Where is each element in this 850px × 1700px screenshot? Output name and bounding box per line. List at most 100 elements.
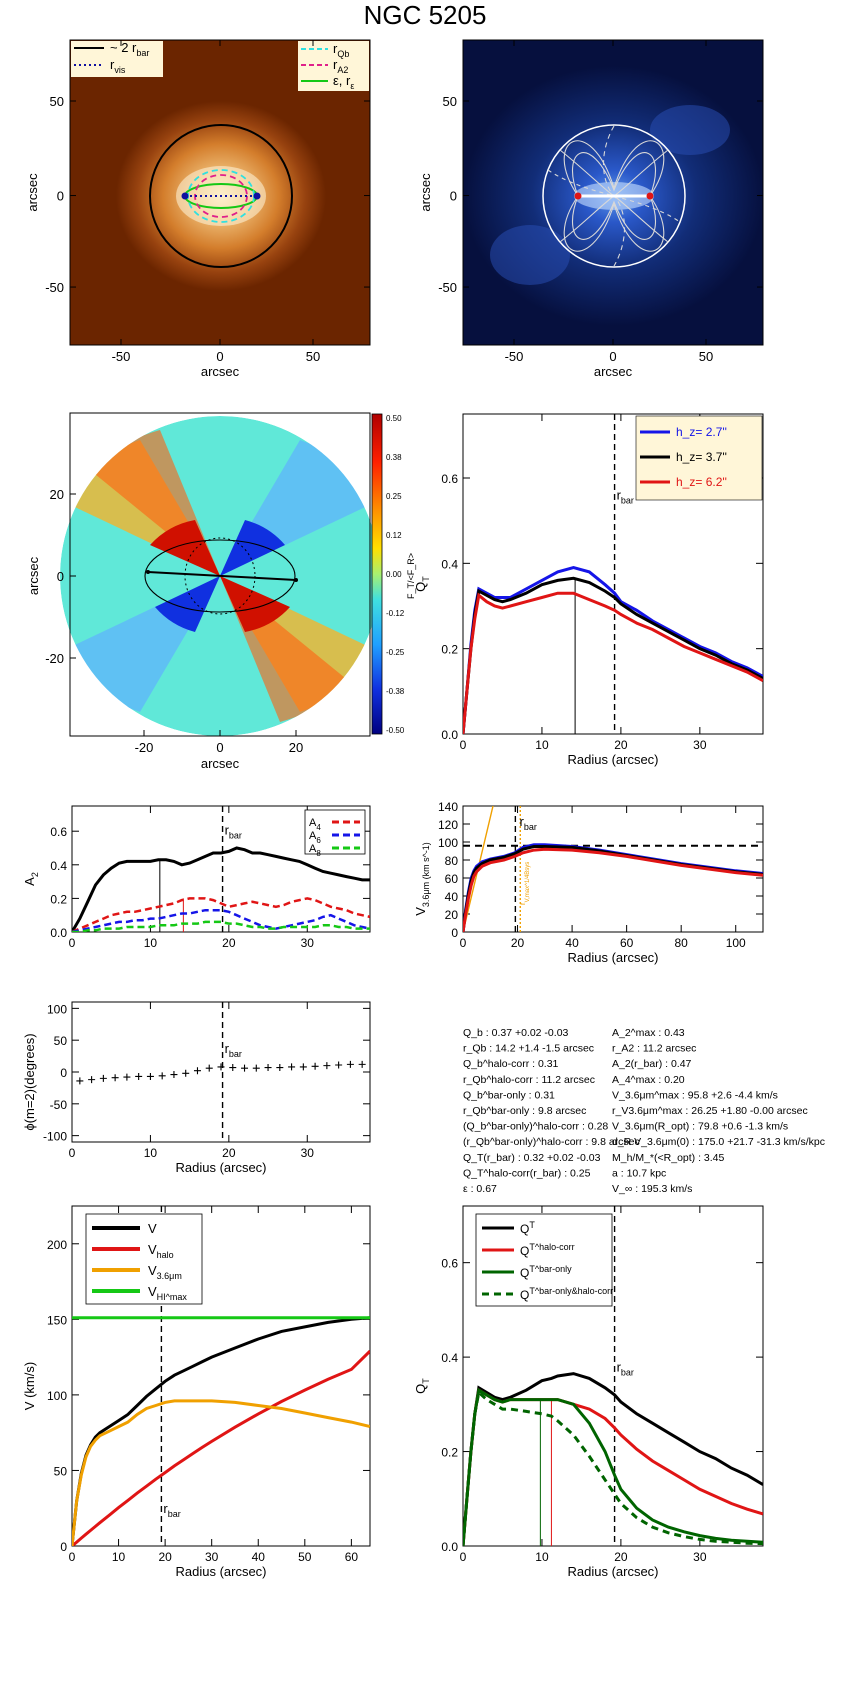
x-tick-label: 20 — [222, 1146, 236, 1160]
series-v-3-6-m — [72, 1399, 370, 1546]
x-tick-label: 50 — [306, 349, 320, 364]
legend-label: ~ 2 rbar — [110, 40, 149, 58]
bulge-circle — [184, 537, 256, 615]
y-tick-label: 0.0 — [50, 926, 67, 940]
y-tick-label: 140 — [438, 800, 458, 814]
x-tick-label: 10 — [144, 1146, 158, 1160]
y-tick-label: 0.2 — [441, 1446, 458, 1460]
y-tick-label: -20 — [45, 651, 64, 666]
y-tick-label: 200 — [47, 1238, 67, 1252]
plot-frame — [71, 1001, 371, 1143]
y-tick-label: 0 — [57, 569, 64, 584]
plot-area — [76, 1002, 366, 1142]
two-rbar-circle — [542, 124, 686, 268]
y-tick-label: 0 — [57, 189, 64, 204]
data-point — [358, 1060, 366, 1068]
x-axis-label: arcsec — [594, 364, 633, 379]
x-tick-label: 40 — [565, 936, 579, 950]
x-tick-label: 0 — [69, 1550, 76, 1564]
map-peak-nw — [150, 520, 220, 576]
y-tick-label: -50 — [50, 1098, 68, 1112]
plot-frame — [71, 1205, 371, 1547]
stat-line: Q_T(r_bar) : 0.32 +0.02 -0.03 — [463, 1152, 601, 1164]
x-tick-label: 0 — [69, 936, 76, 950]
legend-label: QT^halo-corr — [520, 1242, 575, 1258]
y-tick-label: 50 — [54, 1034, 68, 1048]
plot-frame — [462, 1205, 764, 1547]
x-tick-label: 30 — [693, 738, 707, 752]
y-tick-label: 60 — [445, 872, 459, 886]
y-tick-label: 0.4 — [50, 859, 67, 873]
figure-title: NGC 5205 — [364, 0, 487, 30]
y-axis-label: ϕ(m=2)(degrees) — [22, 1033, 37, 1130]
map-trough-ne — [220, 520, 285, 576]
stat-line: Q_b : 0.37 +0.02 -0.03 — [463, 1027, 569, 1039]
data-point — [323, 1062, 331, 1070]
stat-line: d_R V_3.6μm(0) : 175.0 +21.7 -31.3 km/s/… — [612, 1136, 825, 1148]
map-trough-sw — [155, 576, 220, 632]
y-axis-label: V (km/s) — [22, 1362, 37, 1410]
x-tick-label: 50 — [298, 1550, 312, 1564]
bar-end-right-marker — [646, 192, 654, 200]
data-point — [193, 1067, 201, 1075]
x-axis-label: arcsec — [201, 756, 240, 771]
stat-line: a : 10.7 kpc — [612, 1167, 666, 1179]
y-tick-label: 20 — [50, 487, 64, 502]
colorbar-label: F_T/<F_R> — [406, 553, 416, 599]
contour — [571, 152, 657, 197]
series-q-t-bar-only-halo-corr — [463, 1389, 763, 1546]
y-tick-label: 0.4 — [441, 1351, 458, 1365]
colorbar-tick-label: -0.12 — [386, 609, 405, 618]
y-tick-label: 0.4 — [441, 557, 458, 571]
x-tick-label: 80 — [675, 936, 689, 950]
y-tick-label: 0 — [60, 1540, 67, 1554]
data-point — [276, 1064, 284, 1072]
data-point — [111, 1074, 119, 1082]
data-point — [205, 1064, 213, 1072]
data-point — [88, 1076, 96, 1084]
y-tick-label: 0.6 — [50, 825, 67, 839]
y-tick-label: 0.2 — [441, 643, 458, 657]
galaxy-arm-left — [490, 225, 570, 285]
data-point — [99, 1074, 107, 1082]
series-a-2 — [72, 846, 370, 932]
colorbar-tick-label: 0.50 — [386, 414, 402, 423]
stat-line: (Q_b^bar-only)^halo-corr : 0.28 — [463, 1121, 608, 1133]
y-tick-label: 0 — [60, 1066, 67, 1080]
data-point — [135, 1072, 143, 1080]
bar-end-left-marker — [146, 570, 150, 574]
x-tick-label: 0 — [69, 1146, 76, 1160]
legend-label: V — [148, 1221, 157, 1236]
y-tick-label: 50 — [443, 94, 457, 109]
data-point — [182, 1069, 190, 1077]
colorbar-tick-label: -0.25 — [386, 648, 405, 657]
y-axis-label: arcsec — [418, 173, 433, 212]
x-tick-label: 0 — [460, 936, 467, 950]
chart-panels: 0 10 20 30 0.0 0.2 0.4 0.6 Radius (arcsec) QT rbar… — [22, 413, 764, 1579]
y-tick-label: 40 — [445, 890, 459, 904]
plot-frame — [462, 413, 764, 735]
x-tick-label: 60 — [345, 1550, 359, 1564]
y-tick-label: 80 — [445, 854, 459, 868]
data-point — [217, 1063, 225, 1071]
legend-label: VHI^max — [148, 1284, 187, 1302]
bar-end-left-marker — [574, 192, 582, 200]
colorbar-tick-label: -0.38 — [386, 687, 405, 696]
x-axis-label: Radius (arcsec) — [567, 1564, 658, 1579]
y-axis-label: V3.6μm (km s^-1) — [413, 842, 431, 916]
galaxy-arm-right — [650, 105, 730, 155]
y-tick-label: 0.2 — [50, 892, 67, 906]
bar-line — [147, 571, 297, 581]
stat-line: Q_b^halo-corr : 0.31 — [463, 1058, 559, 1070]
stat-line: A_4^max : 0.20 — [612, 1074, 685, 1086]
stat-line: ε : 0.67 — [463, 1183, 497, 1195]
annotation: rV,max^1/4Bsys — [518, 862, 531, 905]
stat-line: r_Qb : 14.2 +1.4 -1.5 arcsec — [463, 1043, 594, 1055]
legend-label: rvis — [110, 57, 126, 75]
x-tick-label: 20 — [289, 740, 303, 755]
y-tick-label: 0 — [450, 189, 457, 204]
legend-label: h_z= 2.7'' — [676, 425, 727, 439]
plot-area — [72, 806, 370, 932]
x-tick-label: 30 — [301, 1146, 315, 1160]
series-a-6 — [72, 908, 370, 932]
